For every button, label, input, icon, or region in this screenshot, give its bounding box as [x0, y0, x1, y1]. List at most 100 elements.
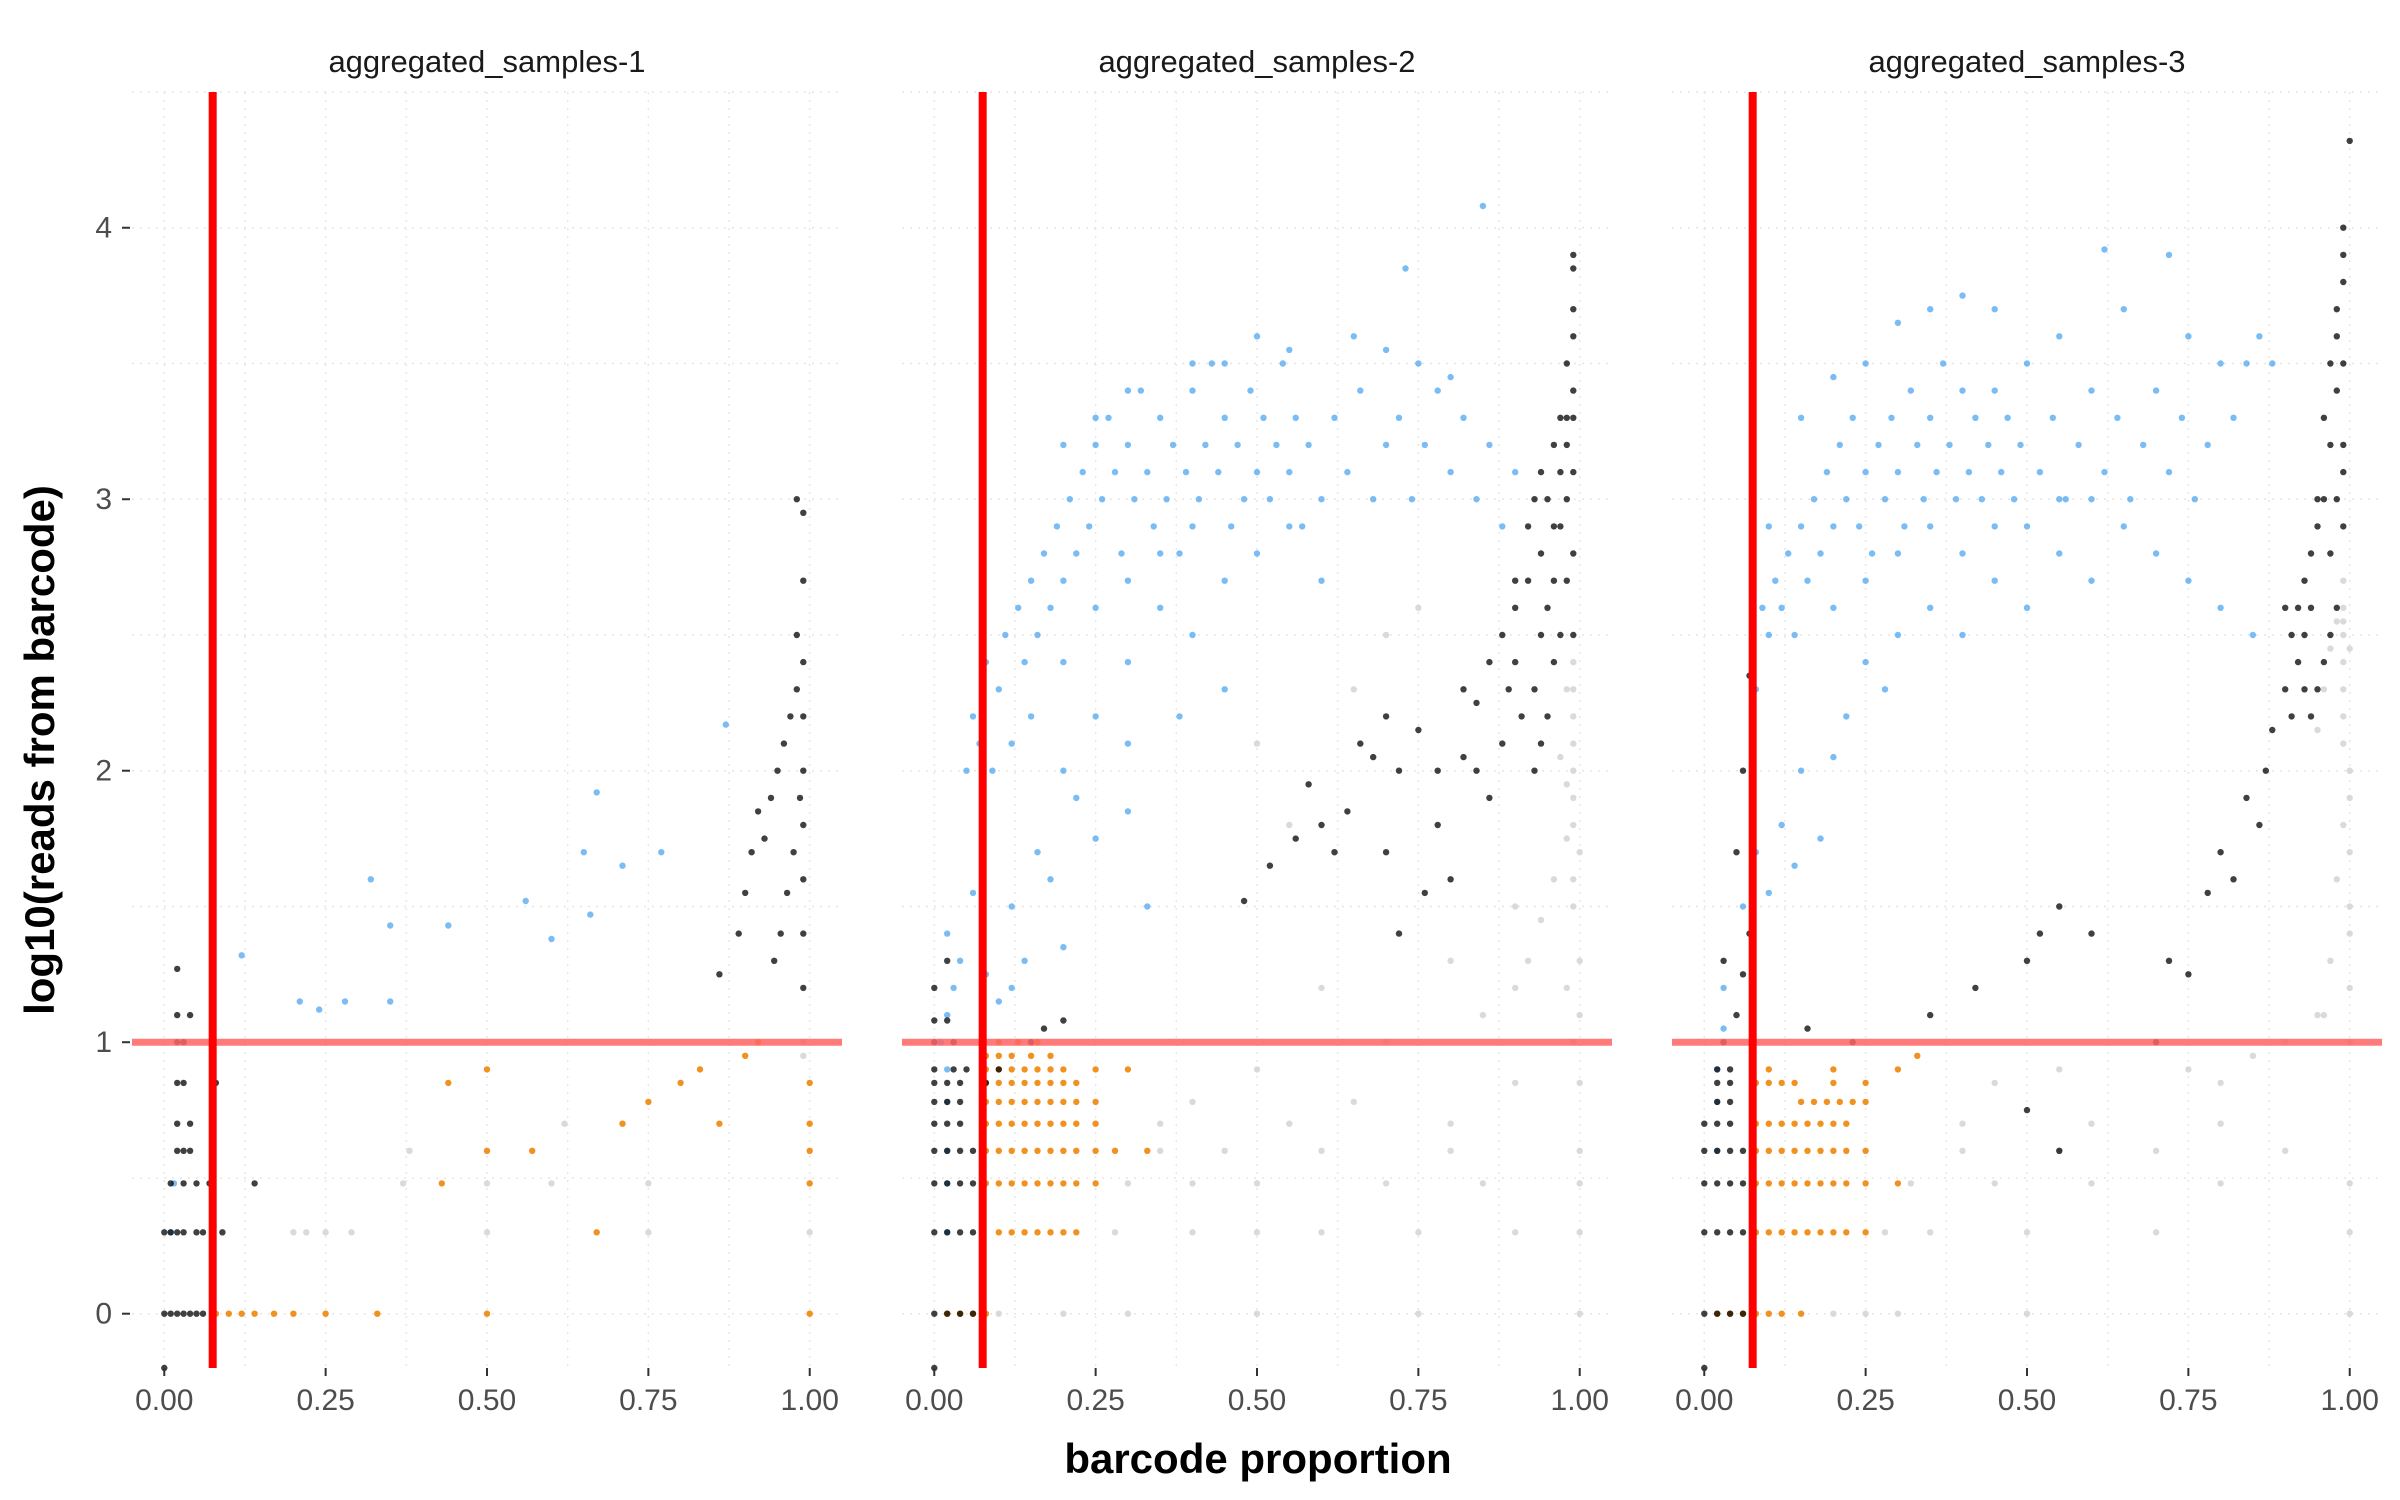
point-blue	[1473, 496, 1480, 503]
point-blue	[1830, 373, 1837, 381]
point-grey	[2346, 767, 2353, 774]
point-black	[1460, 686, 1467, 693]
point-black	[956, 1180, 964, 1187]
point-black	[1382, 849, 1390, 856]
point-black	[2314, 523, 2321, 530]
point-black	[2340, 441, 2347, 449]
point-black	[2327, 631, 2334, 639]
point-orange	[1034, 1147, 1041, 1155]
point-black	[742, 889, 749, 897]
point-blue	[619, 862, 626, 869]
point-blue	[1395, 414, 1403, 421]
point-orange	[1021, 1180, 1028, 1187]
point-grey	[1570, 794, 1577, 802]
point-blue	[1720, 984, 1727, 992]
point-blue	[1240, 496, 1248, 503]
point-orange	[1862, 1079, 1869, 1087]
point-grey	[2023, 1310, 2031, 1317]
point-grey	[1512, 903, 1519, 910]
point-grey	[1991, 1180, 1998, 1187]
point-blue	[1927, 523, 1934, 530]
point-grey	[1221, 1147, 1228, 1155]
point-black	[956, 1310, 964, 1317]
point-blue	[1073, 550, 1080, 557]
point-blue	[2185, 577, 2192, 584]
point-black	[1544, 496, 1551, 503]
point-grey	[2088, 1120, 2095, 1127]
point-black	[969, 1229, 977, 1236]
point-black	[969, 1180, 977, 1187]
point-grey	[483, 1229, 491, 1236]
point-blue	[1830, 523, 1837, 530]
point-orange	[1810, 1098, 1818, 1106]
point-grey	[1253, 1310, 1261, 1317]
point-blue	[2056, 550, 2063, 557]
point-black	[1499, 631, 1506, 639]
point-orange	[995, 1079, 1002, 1087]
point-orange	[1060, 1066, 1067, 1073]
point-grey	[2340, 658, 2347, 666]
point-black	[2301, 686, 2308, 693]
point-orange	[1817, 1120, 1824, 1127]
point-blue	[1927, 306, 1934, 313]
point-black	[2333, 333, 2340, 340]
point-grey	[2340, 618, 2347, 625]
point-blue	[1875, 441, 1882, 449]
point-orange	[1073, 1229, 1080, 1236]
point-orange	[1034, 1066, 1041, 1073]
x-tick-label: 0.50	[1228, 1384, 1286, 1417]
point-orange	[483, 1147, 491, 1155]
point-grey	[561, 1120, 568, 1127]
point-orange	[1830, 1066, 1837, 1073]
point-black	[800, 509, 807, 516]
point-black	[2320, 658, 2328, 666]
point-orange	[1021, 1098, 1028, 1106]
point-grey	[1576, 957, 1583, 964]
point-black	[1266, 862, 1274, 869]
point-black	[180, 1079, 187, 1087]
facet-panel-1: aggregated_samples-1 0.00 0.25 0.50 0.75 1.00	[132, 44, 842, 1417]
point-orange	[1144, 1147, 1151, 1155]
point-orange	[995, 1147, 1002, 1155]
point-black	[167, 1180, 174, 1187]
point-grey	[1991, 1079, 1998, 1087]
point-orange	[1791, 1120, 1798, 1127]
point-black	[1473, 699, 1480, 707]
point-black	[1550, 441, 1558, 449]
point-orange	[806, 1120, 813, 1127]
point-blue	[1111, 468, 1119, 476]
point-black	[950, 1066, 957, 1073]
point-orange	[1765, 1066, 1773, 1073]
point-black	[161, 1229, 168, 1236]
point-blue	[1843, 496, 1850, 503]
y-tick-label: 2	[95, 755, 112, 788]
point-grey	[2333, 876, 2340, 883]
point-blue	[1797, 767, 1805, 774]
point-grey	[1286, 1120, 1293, 1127]
point-orange	[1765, 1079, 1773, 1087]
point-black	[944, 1310, 951, 1317]
point-black	[2314, 496, 2321, 503]
point-black	[1720, 957, 1727, 964]
data-points	[931, 202, 1583, 1372]
point-orange	[742, 1052, 749, 1060]
point-orange	[1047, 1120, 1054, 1127]
point-orange	[445, 1079, 452, 1087]
point-black	[931, 1017, 938, 1024]
point-blue	[445, 922, 452, 929]
point-orange	[1092, 1147, 1099, 1155]
point-blue	[2243, 360, 2250, 367]
point-grey	[1907, 1180, 1915, 1187]
point-blue	[1021, 658, 1028, 666]
point-black	[2333, 387, 2340, 394]
point-blue	[1862, 468, 1869, 476]
point-orange	[1047, 1079, 1054, 1087]
point-blue	[1163, 496, 1170, 503]
point-blue	[1318, 496, 1325, 503]
point-grey	[1576, 1180, 1583, 1187]
point-black	[1701, 1310, 1708, 1317]
point-grey	[1570, 740, 1577, 747]
point-grey	[1881, 1229, 1889, 1236]
point-blue	[944, 930, 951, 937]
point-blue	[1830, 604, 1837, 611]
